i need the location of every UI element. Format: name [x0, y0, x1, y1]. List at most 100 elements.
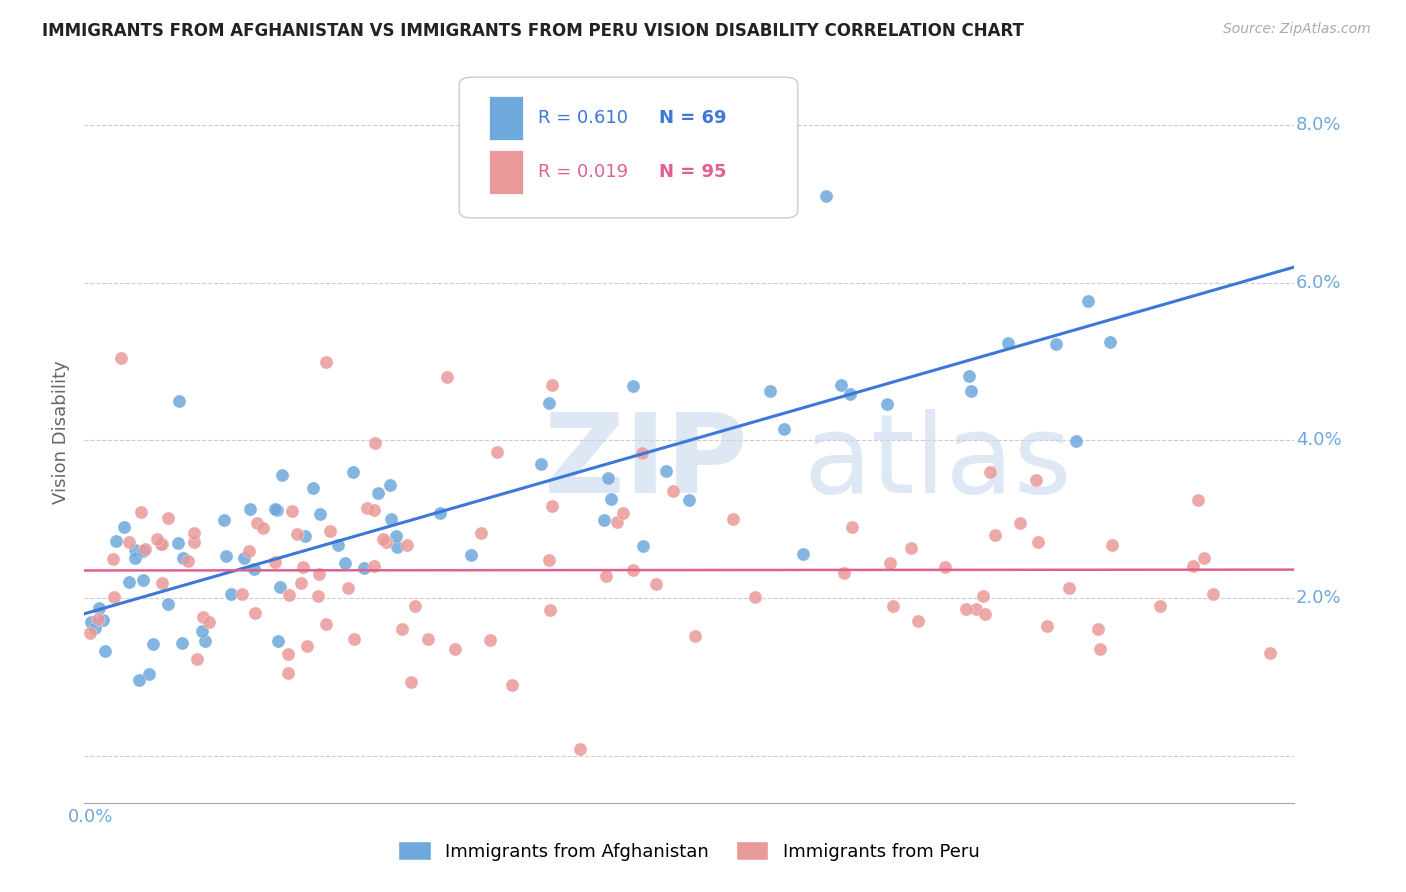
Point [353, 561, 375, 575]
Point [830, 378, 852, 392]
Point [277, 666, 299, 681]
Point [900, 541, 922, 555]
Text: 0.0%: 0.0% [69, 808, 114, 826]
Point [997, 336, 1019, 351]
Text: Source: ZipAtlas.com: Source: ZipAtlas.com [1223, 22, 1371, 37]
Point [356, 500, 378, 515]
Point [91, 613, 114, 627]
Point [485, 445, 508, 459]
Point [315, 617, 337, 632]
Point [501, 678, 523, 692]
Point [129, 505, 152, 519]
Point [191, 624, 214, 638]
Text: 8.0%: 8.0% [1296, 117, 1341, 135]
Point [112, 520, 135, 534]
Point [418, 632, 440, 646]
Point [974, 607, 997, 621]
Point [384, 529, 406, 543]
Point [1192, 550, 1215, 565]
Point [631, 446, 654, 460]
Point [183, 525, 205, 540]
Point [530, 457, 553, 471]
Point [86, 612, 108, 626]
Point [1088, 641, 1111, 656]
Point [792, 547, 814, 561]
Point [79, 626, 101, 640]
Point [152, 537, 174, 551]
Point [172, 551, 194, 566]
Point [1087, 622, 1109, 636]
Point [1025, 473, 1047, 487]
Point [385, 540, 408, 554]
Point [839, 387, 862, 401]
Point [150, 576, 173, 591]
Point [599, 492, 621, 507]
Point [1202, 587, 1225, 601]
Point [934, 560, 956, 574]
Point [186, 652, 208, 666]
Point [654, 464, 676, 478]
Point [238, 543, 260, 558]
Point [198, 615, 221, 629]
Point [1057, 581, 1080, 595]
Point [1258, 647, 1281, 661]
Point [194, 634, 217, 648]
Point [167, 393, 190, 408]
Point [309, 507, 332, 521]
Point [191, 610, 214, 624]
Point [266, 502, 288, 516]
FancyBboxPatch shape [460, 78, 797, 218]
Point [212, 513, 235, 527]
Point [758, 384, 780, 398]
Point [149, 537, 172, 551]
Point [301, 481, 323, 495]
Point [156, 597, 179, 611]
Point [363, 558, 385, 573]
Text: R = 0.019: R = 0.019 [538, 163, 628, 181]
Point [246, 516, 269, 530]
Text: 6.0%: 6.0% [1296, 274, 1341, 292]
Point [315, 355, 337, 369]
Point [955, 602, 977, 616]
Point [1010, 516, 1032, 530]
Point [965, 602, 987, 616]
Point [172, 636, 194, 650]
Point [595, 569, 617, 583]
Point [103, 551, 125, 566]
Point [215, 549, 238, 563]
Point [478, 632, 501, 647]
Point [264, 502, 287, 516]
Point [264, 555, 287, 569]
Point [685, 629, 707, 643]
Point [460, 548, 482, 562]
Point [326, 538, 349, 552]
Point [1101, 538, 1123, 552]
Point [538, 553, 561, 567]
Point [631, 539, 654, 553]
Point [177, 554, 200, 568]
Point [132, 574, 155, 588]
Bar [489, 95, 523, 140]
Point [1077, 294, 1099, 309]
Point [124, 550, 146, 565]
Text: IMMIGRANTS FROM AFGHANISTAN VS IMMIGRANTS FROM PERU VISION DISABILITY CORRELATIO: IMMIGRANTS FROM AFGHANISTAN VS IMMIGRANT… [42, 22, 1024, 40]
Point [363, 435, 385, 450]
Point [291, 560, 314, 574]
Point [879, 556, 901, 570]
Point [1187, 492, 1209, 507]
Text: N = 95: N = 95 [659, 163, 727, 181]
Point [183, 535, 205, 549]
Point [395, 538, 418, 552]
Point [118, 535, 141, 549]
Text: atlas: atlas [804, 409, 1073, 516]
Point [375, 534, 398, 549]
Point [231, 586, 253, 600]
Point [142, 637, 165, 651]
Point [568, 741, 591, 756]
Point [367, 485, 389, 500]
Point [721, 512, 744, 526]
Point [592, 513, 614, 527]
Point [773, 422, 796, 436]
Point [80, 615, 103, 629]
Point [612, 506, 634, 520]
